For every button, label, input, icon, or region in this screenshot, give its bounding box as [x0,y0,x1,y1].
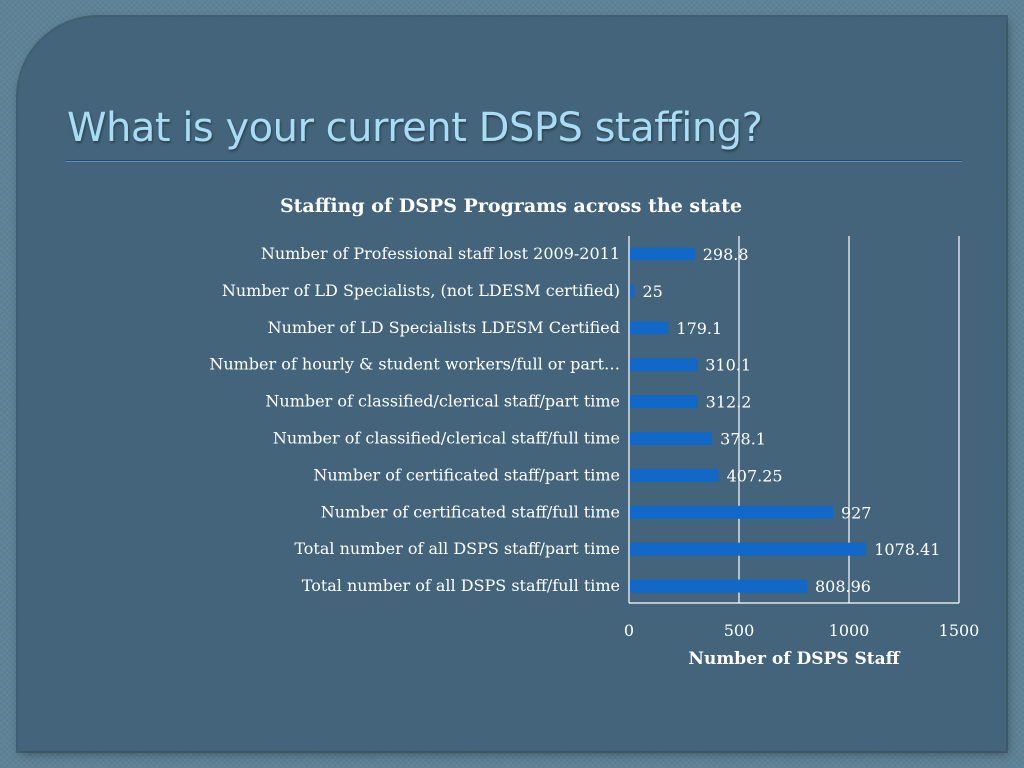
data-label: 179.1 [676,319,722,338]
data-label: 310.1 [705,356,751,375]
bar [630,432,713,445]
category-labels: Number of Professional staff lost 2009-2… [209,244,620,595]
bar [630,395,698,409]
x-axis-label: Number of DSPS Staff [688,649,900,669]
data-label: 312.2 [706,393,752,412]
x-tick-label: 500 [724,621,755,640]
category-label: Number of classified/clerical staff/part… [265,392,620,411]
category-label: Number of certificated staff/part time [313,465,620,484]
category-label: Number of LD Specialists, (not LDESM cer… [222,281,620,300]
bar [630,358,698,372]
chart-title: Staffing of DSPS Programs across the sta… [280,195,742,217]
bar [630,247,695,261]
category-label: Number of Professional staff lost 2009-2… [261,244,620,263]
category-label: Number of classified/clerical staff/full… [273,429,620,448]
data-label: 808.96 [815,577,871,596]
bar [630,542,867,556]
bars [630,247,867,593]
category-label: Total number of all DSPS staff/part time [294,539,620,558]
category-label: Total number of all DSPS staff/full time [302,576,620,595]
category-label: Number of LD Specialists LDESM Certified [268,318,620,337]
value-labels: 298.8 25 179.1 310.1 312.2 378.1 407.25 9271078… [643,245,941,596]
category-label: Number of certificated staff/full time [321,502,620,521]
x-tick-label: 1500 [939,621,980,640]
category-label: Number of hourly & student workers/full … [209,355,620,374]
data-label: 927 [841,503,872,522]
bar [630,505,833,519]
bar [630,579,807,593]
bar [630,321,669,335]
bar [630,468,719,482]
data-label: 407.25 [727,466,783,485]
gridlines [628,236,960,604]
data-label: 298.8 [703,245,749,264]
data-label: 378.1 [720,430,766,449]
slide-panel [18,17,1006,751]
slide-title: What is your current DSPS staffing? [67,105,763,151]
x-tick-label: 1000 [829,621,870,640]
x-tick-labels: 0 500 1000 1500 [624,621,979,640]
title-divider [66,160,962,162]
data-label: 1078.41 [874,540,940,559]
x-tick-label: 0 [624,621,634,640]
bar [630,284,635,298]
data-label: 25 [643,282,663,301]
